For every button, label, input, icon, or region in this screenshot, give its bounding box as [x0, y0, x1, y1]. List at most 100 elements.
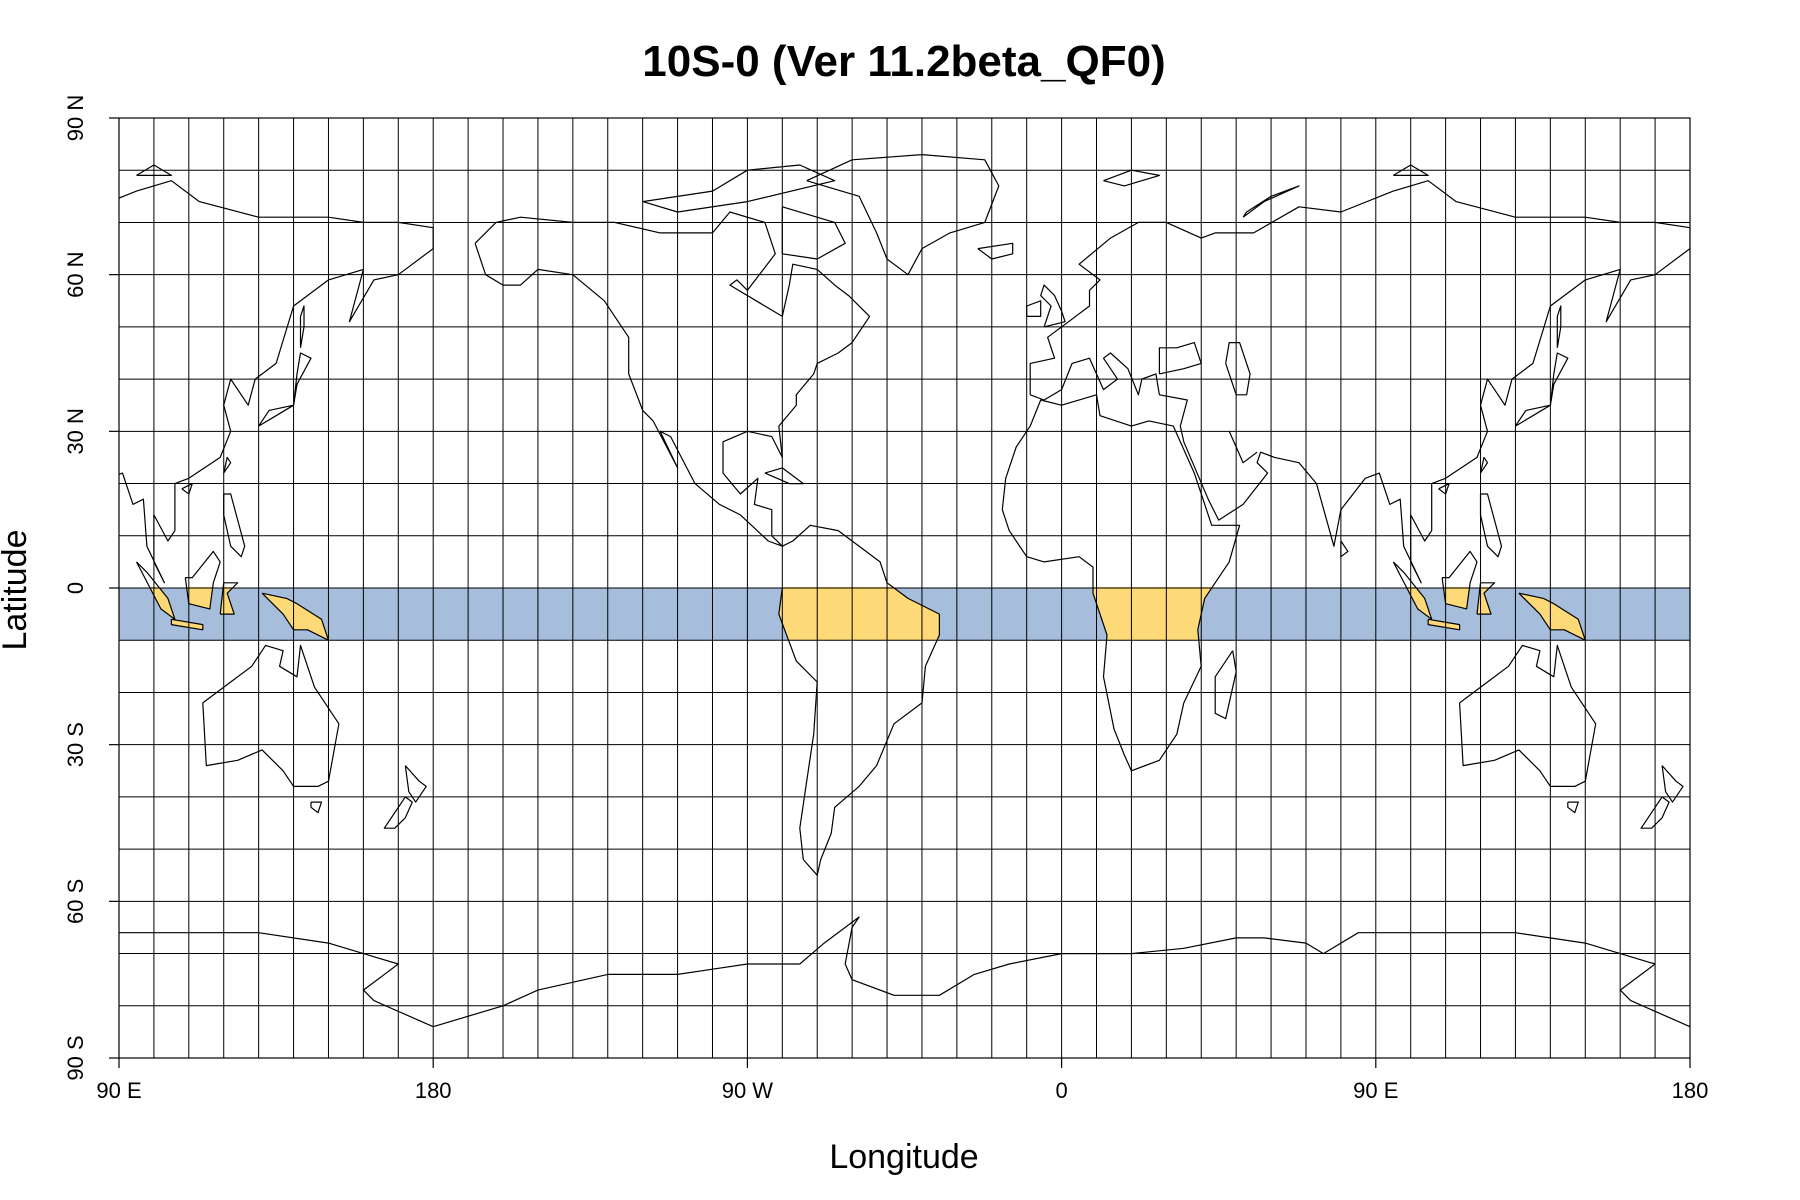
land-fill-borneo: [1443, 587, 1470, 609]
coastline-java: [170, 618, 204, 631]
coastline-borneo: [1441, 550, 1478, 610]
coastline-new-guinea: [261, 592, 330, 641]
coastline-sri-lanka: [84, 541, 91, 557]
chart-title: 10S-0 (Ver 11.2beta_QF0): [642, 37, 1165, 86]
coastline-borneo: [184, 550, 221, 610]
coastline-north-america: [1732, 212, 1800, 546]
coastline-philippines: [223, 493, 246, 558]
y-tick-label: 90 N: [63, 95, 88, 141]
land-fill-java: [171, 619, 203, 630]
coastline-sumatra: [135, 561, 176, 620]
lat-lon-grid: [119, 118, 1690, 1058]
coastline-new-zealand-north: [404, 765, 427, 803]
coastline-hainan: [1438, 483, 1450, 495]
coastline-sumatra: [1392, 561, 1433, 620]
coastline-tasmania: [310, 801, 323, 814]
coastline-great-britain: [1040, 284, 1066, 328]
x-axis: 90 E 180 90 W 0 90 E 180: [96, 1058, 1708, 1103]
land-fill-australia: [203, 645, 339, 786]
coastline-taiwan: [223, 456, 232, 474]
land-in-band: [0, 155, 1690, 786]
coastline-new-zealand-south: [1640, 796, 1670, 829]
land-fill-new-guinea: [1518, 593, 1586, 640]
y-axis: 90 N 60 N 30 N 0 30 S 60 S 90 S: [63, 95, 119, 1081]
coastline-new-guinea: [1518, 592, 1586, 641]
land-fill-eurasia: [1030, 181, 1690, 583]
coastline-black-sea: [1158, 342, 1202, 375]
coastline-antarctica-w: [1689, 1026, 1690, 1027]
land-fill-africa: [1093, 587, 1213, 640]
land-fill-australia: [1460, 645, 1596, 786]
coastline-africa: [1001, 394, 1241, 772]
coastline-sulawesi: [1476, 582, 1496, 615]
coastline-australia: [202, 644, 340, 787]
y-tick-label: 90 S: [63, 1035, 88, 1080]
coastline-north-america: [474, 211, 871, 547]
coastline-tasmania: [1567, 801, 1579, 814]
coastline-antarctica-w: [0, 917, 119, 1027]
coastline-ireland: [1026, 300, 1042, 317]
coastline-antarctica-w: [433, 916, 1376, 1028]
land-fill-borneo: [186, 587, 213, 609]
coastline-sakhalin: [299, 305, 305, 348]
coastline-sri-lanka: [1340, 540, 1349, 558]
coastline-arctic-islands: [642, 164, 836, 213]
coastline-caspian-sea: [1225, 342, 1251, 396]
coastline-australia: [1459, 644, 1597, 787]
coastline-hainan: [181, 483, 193, 495]
land-fill-novaya-zemlya: [0, 186, 42, 217]
y-axis-title: Latitude: [0, 530, 34, 651]
x-tick-label: 180: [415, 1078, 452, 1103]
x-tick-label: 90 W: [722, 1078, 774, 1103]
coastline-madagascar: [1214, 650, 1237, 720]
x-tick-label: 0: [1055, 1078, 1067, 1103]
coastline-novaya-zemlya: [0, 186, 42, 217]
coastline-taiwan: [1479, 456, 1489, 474]
coastline-arabian-gulf-coast: [1228, 431, 1258, 464]
y-tick-label: 0: [63, 582, 88, 594]
coastline-sakhalin: [1556, 305, 1562, 348]
coastlines: [0, 154, 1800, 1028]
coastline-philippines: [1479, 493, 1503, 558]
land-fill-philippines: [224, 494, 245, 557]
land-fill-sri-lanka: [84, 541, 91, 557]
x-tick-label: 90 E: [96, 1078, 141, 1103]
coastline-sulawesi: [219, 582, 239, 615]
coastline-japan: [1514, 352, 1569, 427]
land-fill-new-guinea: [262, 593, 329, 640]
coastline-antarctica-e: [119, 932, 434, 1028]
land-fill-sumatra: [149, 587, 175, 620]
land-fill-java: [1428, 619, 1460, 630]
coastline-new-zealand-south: [383, 796, 413, 829]
x-axis-title: Longitude: [829, 1138, 978, 1176]
coastline-japan: [258, 352, 312, 427]
coastline-severnaya-zemlya: [1392, 164, 1429, 176]
y-tick-label: 60 S: [63, 879, 88, 924]
x-tick-label: 180: [1672, 1078, 1709, 1103]
coastline-new-zealand-north: [1661, 765, 1684, 803]
y-tick-label: 30 S: [63, 722, 88, 767]
land-fill-south-america: [778, 587, 940, 640]
coastline-greenland: [806, 154, 1000, 276]
coastline-iceland: [977, 242, 1014, 260]
land-fill-sumatra: [1406, 587, 1432, 620]
coastline-eurasia: [1029, 180, 1690, 584]
coastline-java: [1427, 618, 1461, 631]
x-tick-label: 90 E: [1353, 1078, 1398, 1103]
land-fill-greenland: [807, 155, 999, 275]
y-tick-label: 30 N: [63, 408, 88, 454]
land-fill-arctic-islands: [643, 165, 835, 212]
coastline-svalbard: [1103, 169, 1160, 187]
coastline-eurasia: [119, 180, 434, 584]
coastline-severnaya-zemlya: [136, 164, 172, 176]
coastline-south-america: [778, 524, 940, 876]
land-fill-eurasia: [0, 181, 433, 583]
land-fill-philippines: [1481, 494, 1502, 557]
y-tick-label: 60 N: [63, 251, 88, 297]
highlight-band: [0, 155, 1690, 786]
coastline-novaya-zemlya: [1242, 185, 1300, 218]
coastline-cuba: [764, 467, 804, 485]
coastline-antarctica-e: [1375, 932, 1690, 1028]
coastline-baffin-island: [781, 206, 846, 260]
